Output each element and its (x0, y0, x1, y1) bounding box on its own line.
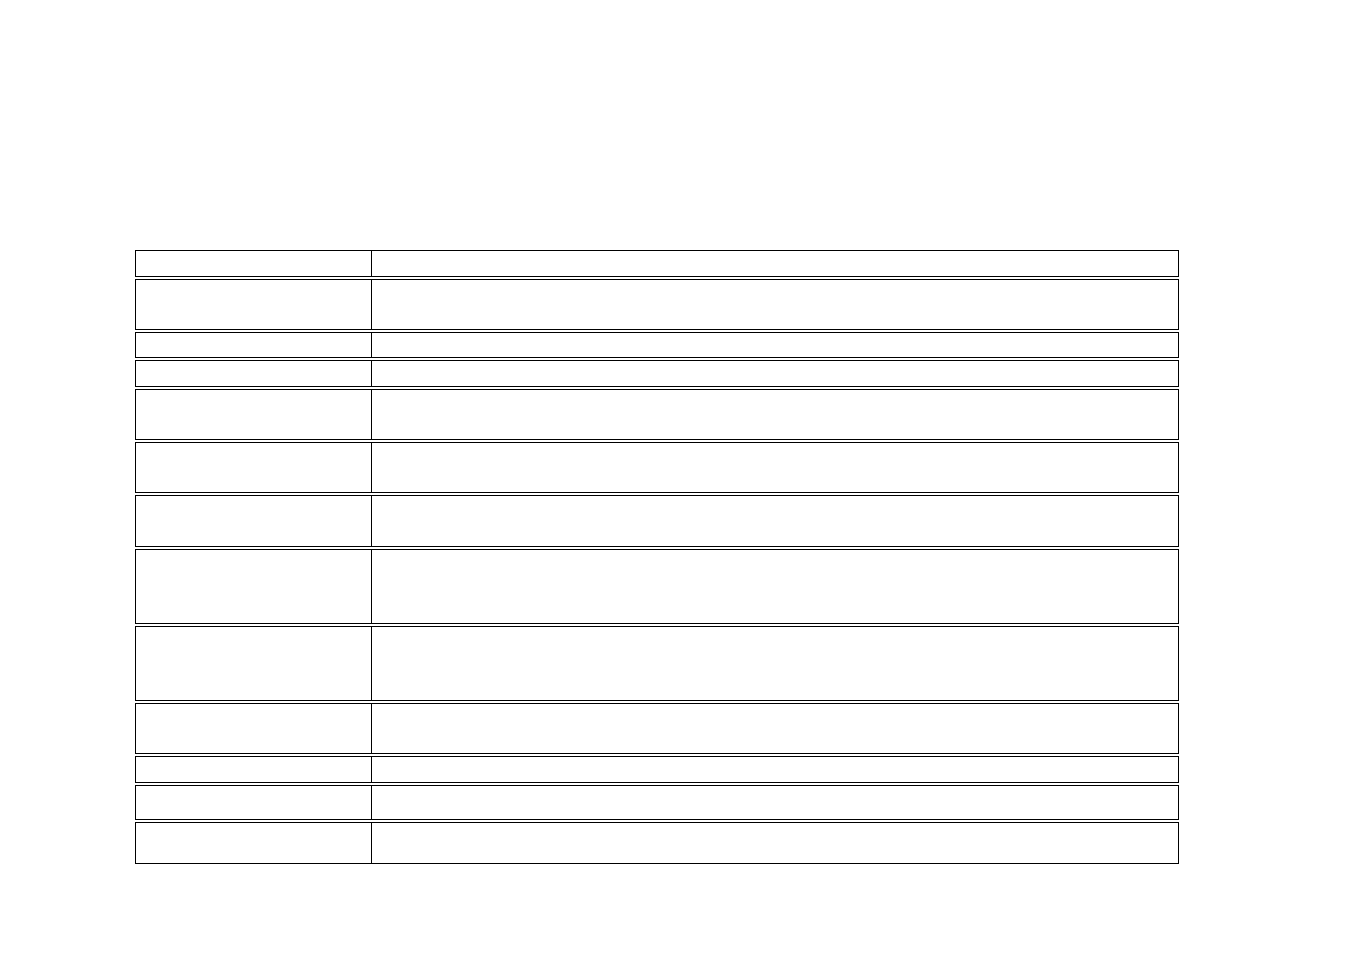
table-cell (135, 785, 371, 820)
table-cell (371, 250, 1179, 277)
table-cell (371, 389, 1179, 440)
table-cell (135, 332, 371, 358)
table-body (135, 250, 1179, 864)
table-row (135, 822, 1179, 864)
table-cell (135, 703, 371, 754)
table-cell (371, 332, 1179, 358)
table-row (135, 250, 1179, 277)
table-cell (135, 250, 371, 277)
table-cell (371, 279, 1179, 330)
table-row (135, 279, 1179, 330)
table-cell (135, 822, 371, 864)
table-row (135, 756, 1179, 783)
table-row (135, 442, 1179, 493)
table-cell (371, 703, 1179, 754)
table-row (135, 785, 1179, 820)
table-cell (371, 442, 1179, 493)
table-row (135, 360, 1179, 387)
table-row (135, 495, 1179, 547)
table-row (135, 549, 1179, 624)
table-cell (135, 495, 371, 547)
table-cell (135, 626, 371, 701)
table-cell (371, 495, 1179, 547)
table (135, 248, 1179, 866)
table-cell (135, 389, 371, 440)
table-row (135, 703, 1179, 754)
table-cell (135, 360, 371, 387)
table-cell (371, 756, 1179, 783)
table-row (135, 626, 1179, 701)
table-row (135, 332, 1179, 358)
table-cell (135, 756, 371, 783)
table-cell (371, 785, 1179, 820)
blank-table (135, 248, 1179, 866)
table-row (135, 389, 1179, 440)
table-cell (135, 442, 371, 493)
table-cell (135, 279, 371, 330)
table-cell (371, 822, 1179, 864)
table-cell (371, 626, 1179, 701)
table-cell (371, 549, 1179, 624)
table-cell (135, 549, 371, 624)
table-cell (371, 360, 1179, 387)
